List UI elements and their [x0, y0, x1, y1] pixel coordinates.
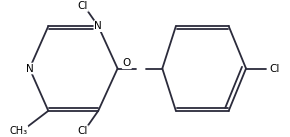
- Text: N: N: [94, 21, 102, 31]
- Text: N: N: [26, 64, 33, 73]
- Text: Cl: Cl: [78, 126, 88, 136]
- Text: Cl: Cl: [78, 1, 88, 11]
- Text: Cl: Cl: [269, 64, 280, 73]
- Text: O: O: [123, 58, 131, 68]
- Text: CH₃: CH₃: [10, 126, 28, 136]
